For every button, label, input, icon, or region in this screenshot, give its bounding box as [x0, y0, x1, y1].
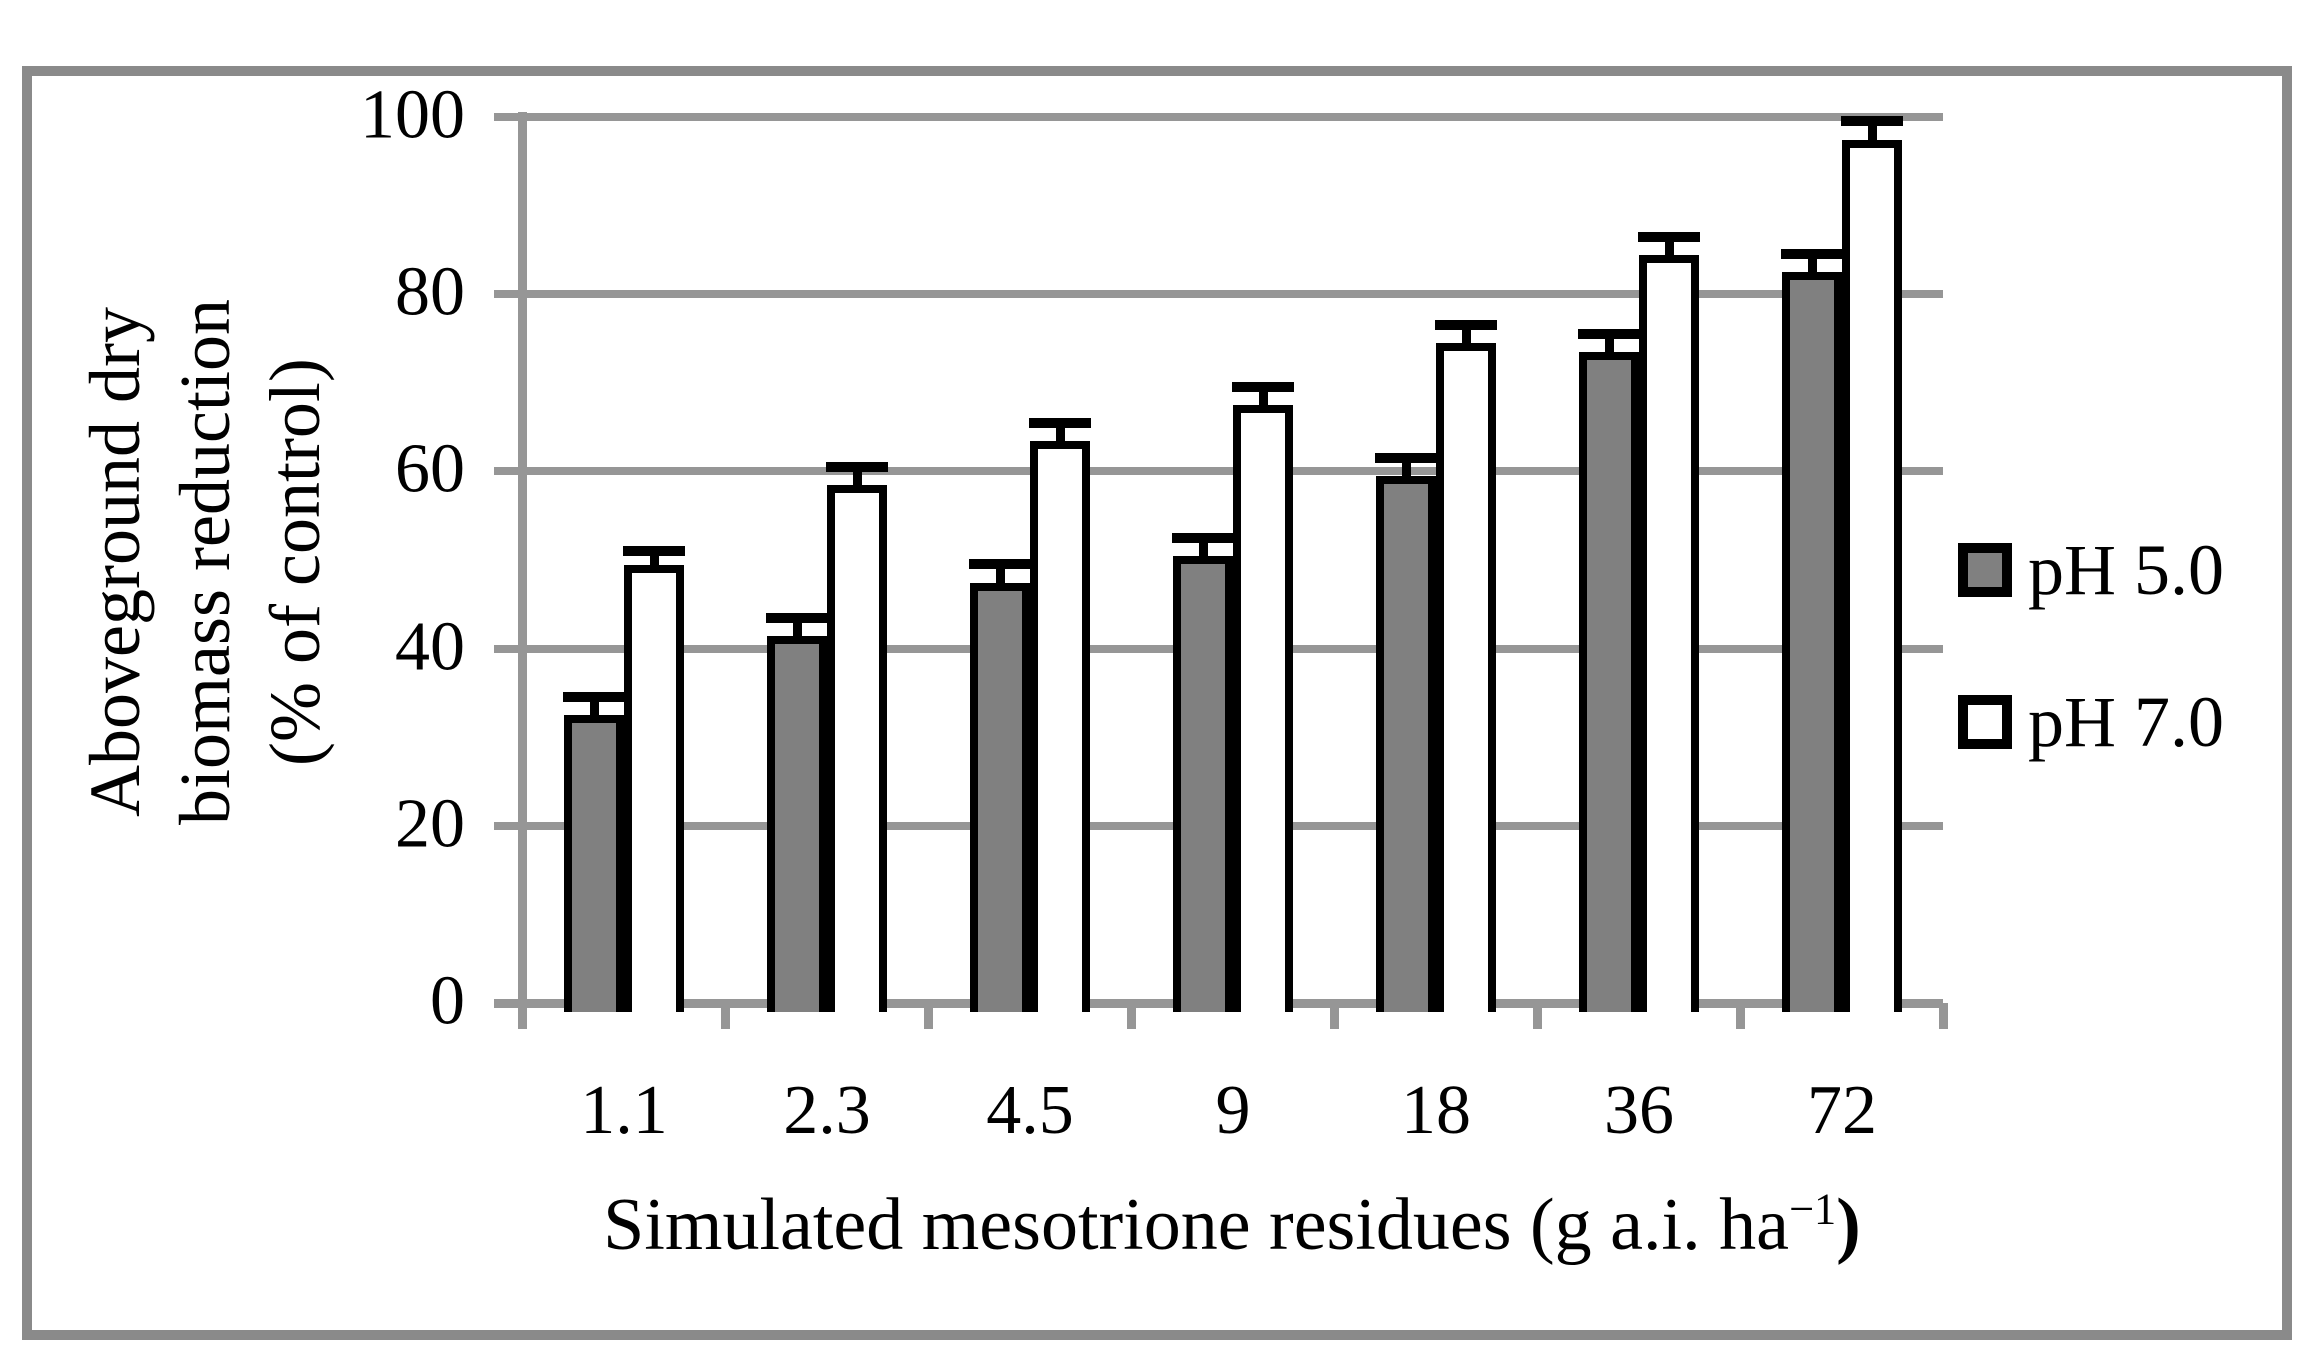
bar-s1-c4: [1436, 343, 1496, 1012]
error-bar-cap-s0-c1: [766, 613, 828, 623]
x-axis-tick-0: [518, 1003, 527, 1029]
error-bar-cap-s1-c3: [1232, 382, 1294, 392]
x-axis-title: Simulated mesotrione residues (g a.i. ha…: [603, 1182, 1861, 1268]
y-tick-label-100: 100: [360, 76, 465, 154]
figure-border: [22, 66, 2292, 1340]
bar-s1-c3: [1233, 405, 1293, 1012]
gridline-60: [494, 467, 1943, 475]
error-bar-cap-s1-c2: [1029, 418, 1091, 428]
x-axis-tick-3: [1127, 1003, 1136, 1029]
error-bar-stem-s1-c5: [1665, 237, 1674, 261]
error-bar-stem-s1-c0: [650, 551, 659, 571]
y-axis-title-line-1: Aboveground dry: [75, 307, 155, 817]
x-category-label-1: 2.3: [783, 1072, 871, 1149]
bar-s1-c5: [1639, 255, 1699, 1012]
error-bar-stem-s1-c6: [1868, 121, 1877, 145]
error-bar-stem-s0-c6: [1808, 254, 1817, 278]
x-category-label-0: 1.1: [580, 1072, 668, 1149]
y-tick-label-60: 60: [395, 430, 465, 508]
bar-s0-c0: [564, 715, 624, 1012]
x-axis-title-superscript: −1: [1788, 1183, 1837, 1234]
bar-s1-c2: [1030, 441, 1090, 1012]
y-tick-label-40: 40: [395, 608, 465, 686]
error-bar-cap-s0-c4: [1375, 453, 1437, 463]
x-category-label-2: 4.5: [986, 1072, 1074, 1149]
legend-item-ph7: pH 7.0: [1958, 676, 2224, 768]
error-bar-stem-s0-c4: [1402, 458, 1411, 482]
error-bar-cap-s0-c6: [1781, 249, 1843, 259]
bar-s1-c1: [827, 485, 887, 1012]
legend-label-ph5: pH 5.0: [2028, 530, 2224, 610]
legend: pH 5.0 pH 7.0: [1958, 524, 2224, 768]
x-axis-tick-4: [1330, 1003, 1339, 1029]
legend-swatch-ph5: [1958, 543, 2012, 597]
error-bar-stem-s1-c2: [1056, 423, 1065, 447]
x-axis-tick-2: [924, 1003, 933, 1029]
gridline-80: [494, 290, 1943, 298]
y-axis-title: Aboveground dry biomass reduction (% of …: [70, 299, 340, 825]
legend-swatch-ph7: [1958, 695, 2012, 749]
error-bar-cap-s1-c4: [1435, 320, 1497, 330]
error-bar-stem-s1-c4: [1462, 325, 1471, 349]
y-axis-line: [518, 112, 527, 1029]
error-bar-cap-s0-c5: [1578, 329, 1640, 339]
bar-s0-c4: [1376, 476, 1436, 1012]
y-tick-label-0: 0: [430, 962, 465, 1040]
x-axis-tick-1: [721, 1003, 730, 1029]
legend-label-ph7: pH 7.0: [2028, 682, 2224, 762]
x-category-label-5: 36: [1604, 1072, 1674, 1149]
error-bar-cap-s1-c6: [1841, 116, 1903, 126]
x-category-label-3: 9: [1215, 1072, 1251, 1149]
x-axis-tick-5: [1533, 1003, 1542, 1029]
y-axis-title-line-2: biomass reduction: [165, 299, 245, 825]
y-axis-title-line-3: (% of control): [255, 358, 335, 766]
bar-s1-c6: [1842, 140, 1902, 1012]
bar-s0-c1: [767, 636, 827, 1012]
gridline-100: [494, 113, 1943, 121]
y-tick-label-20: 20: [395, 785, 465, 863]
error-bar-stem-s0-c2: [996, 564, 1005, 588]
error-bar-cap-s1-c1: [826, 462, 888, 472]
error-bar-cap-s1-c5: [1638, 232, 1700, 242]
error-bar-cap-s1-c0: [623, 546, 685, 556]
y-tick-label-80: 80: [395, 253, 465, 331]
error-bar-cap-s0-c2: [969, 559, 1031, 569]
error-bar-stem-s0-c5: [1605, 334, 1614, 358]
error-bar-stem-s0-c1: [793, 618, 802, 642]
bar-s0-c6: [1782, 272, 1842, 1012]
error-bar-cap-s0-c0: [563, 692, 625, 702]
bar-s0-c3: [1173, 556, 1233, 1012]
legend-item-ph5: pH 5.0: [1958, 524, 2224, 616]
x-category-label-4: 18: [1401, 1072, 1471, 1149]
error-bar-stem-s0-c0: [590, 697, 599, 721]
bar-s0-c2: [970, 583, 1030, 1012]
bar-s1-c0: [624, 565, 684, 1012]
error-bar-stem-s1-c3: [1259, 387, 1268, 411]
x-axis-title-close-paren: ): [1836, 1184, 1861, 1266]
x-axis-tick-6: [1736, 1003, 1745, 1029]
error-bar-stem-s1-c1: [853, 467, 862, 491]
x-axis-tick-7: [1939, 1003, 1948, 1029]
x-category-label-6: 72: [1807, 1072, 1877, 1149]
error-bar-cap-s0-c3: [1172, 533, 1234, 543]
x-axis-title-text: Simulated mesotrione residues (g a.i. ha: [603, 1184, 1789, 1266]
bar-s0-c5: [1579, 352, 1639, 1012]
error-bar-stem-s0-c3: [1199, 538, 1208, 562]
